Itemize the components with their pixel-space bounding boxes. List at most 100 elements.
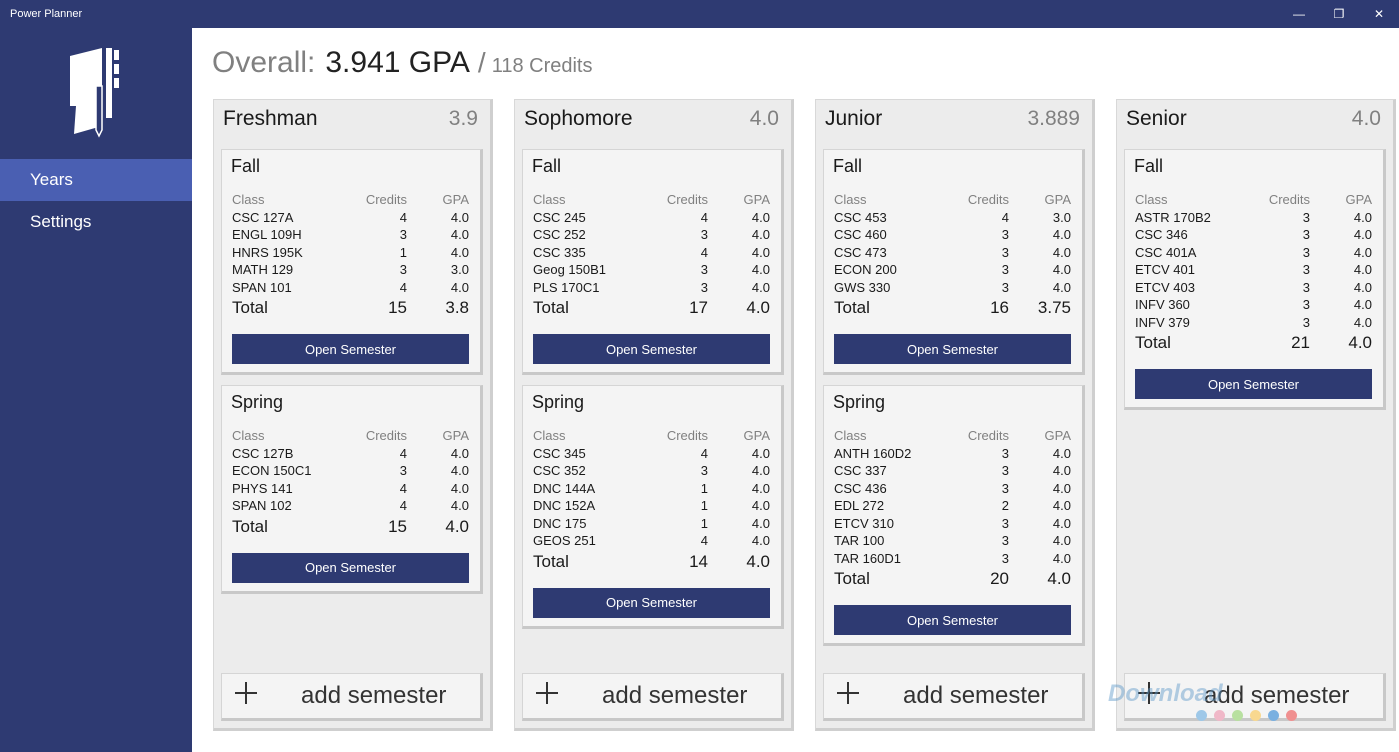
class-name: DNC 175 bbox=[533, 515, 587, 531]
overall-gpa: 3.941 GPA bbox=[325, 46, 470, 79]
class-gpa: 4.0 bbox=[751, 533, 770, 548]
class-credits: 3 bbox=[1001, 515, 1009, 531]
close-button[interactable]: ✕ bbox=[1373, 7, 1385, 21]
column-header-credits: Credits bbox=[967, 192, 1009, 207]
semester-name: Spring bbox=[231, 392, 284, 412]
add-semester-button[interactable]: add semester bbox=[221, 673, 483, 721]
open-semester-button[interactable]: Open Semester bbox=[232, 334, 469, 364]
table-row: ASTR 170B2 3 4.0 bbox=[1135, 210, 1372, 228]
total-gpa: 4.0 bbox=[746, 298, 770, 317]
table-row: ETCV 401 3 4.0 bbox=[1135, 262, 1372, 280]
open-semester-button[interactable]: Open Semester bbox=[533, 587, 770, 618]
table-row: GWS 330 3 4.0 bbox=[834, 280, 1071, 298]
sidebar-item-settings[interactable]: Settings bbox=[30, 212, 92, 231]
total-row: Total 16 3.75 bbox=[834, 298, 1071, 320]
class-name: ASTR 170B2 bbox=[1135, 209, 1211, 225]
semester-name: Fall bbox=[231, 156, 261, 176]
table-row: CSC 337 3 4.0 bbox=[834, 463, 1071, 481]
column-header-gpa: GPA bbox=[442, 192, 470, 207]
class-credits: 3 bbox=[1001, 463, 1009, 478]
table-row: CSC 401A 3 4.0 bbox=[1135, 245, 1372, 263]
year-column-senior: Senior 4.0 Fall Class Credits GPA ASTR 170B2 3 4… bbox=[1116, 99, 1396, 731]
class-name: HNRS 195K bbox=[232, 244, 303, 260]
class-credits: 3 bbox=[700, 262, 708, 277]
total-gpa: 4.0 bbox=[746, 551, 770, 571]
class-gpa: 4.0 bbox=[751, 498, 770, 513]
class-gpa: 4.0 bbox=[1353, 279, 1372, 295]
semester-card-spring: Spring Class Credits GPA ANTH 160D2 3 4.0 CSC 3… bbox=[823, 385, 1085, 646]
column-header-class: Class bbox=[834, 428, 867, 443]
window-controls: — ❐ ✕ bbox=[1279, 0, 1399, 28]
add-semester-button[interactable]: add semester bbox=[522, 673, 784, 721]
total-row: Total 21 4.0 bbox=[1135, 333, 1372, 355]
year-header: Freshman 3.9 bbox=[214, 100, 490, 140]
table-row: ECON 200 3 4.0 bbox=[834, 262, 1071, 280]
restore-button[interactable]: ❐ bbox=[1333, 7, 1345, 21]
minimize-button[interactable]: — bbox=[1293, 7, 1305, 21]
sidebar-item-years[interactable]: Years bbox=[0, 159, 192, 201]
table-header: Class Credits GPA bbox=[533, 192, 770, 210]
class-name: CSC 460 bbox=[834, 227, 887, 242]
class-gpa: 4.0 bbox=[751, 244, 770, 260]
semester-name: Fall bbox=[532, 156, 562, 176]
overall-separator: / bbox=[477, 47, 486, 78]
overall-label: Overall: bbox=[212, 46, 316, 79]
open-semester-button[interactable]: Open Semester bbox=[834, 605, 1071, 635]
total-label: Total bbox=[232, 298, 268, 317]
year-name: Junior bbox=[825, 107, 883, 130]
class-name: MATH 129 bbox=[232, 262, 294, 277]
class-name: DNC 144A bbox=[533, 480, 596, 496]
watermark-text: Download bbox=[1108, 680, 1223, 707]
class-name: INFV 360 bbox=[1135, 297, 1190, 312]
column-header-class: Class bbox=[1135, 192, 1168, 207]
class-name: CSC 436 bbox=[834, 480, 887, 496]
open-semester-button[interactable]: Open Semester bbox=[533, 334, 770, 364]
class-credits: 4 bbox=[399, 480, 407, 496]
column-header-class: Class bbox=[232, 192, 265, 207]
semester-card-fall: Fall Class Credits GPA CSC 245 4 4.0 CSC 252 3 4.… bbox=[522, 149, 784, 375]
open-semester-button[interactable]: Open Semester bbox=[834, 334, 1071, 364]
class-gpa: 4.0 bbox=[1052, 498, 1071, 513]
class-gpa: 4.0 bbox=[1052, 515, 1071, 531]
class-name: CSC 252 bbox=[533, 227, 586, 242]
table-row: CSC 127A 4 4.0 bbox=[232, 210, 469, 228]
semester-name: Fall bbox=[833, 156, 863, 176]
total-credits: 16 bbox=[990, 298, 1009, 317]
class-credits: 3 bbox=[1001, 244, 1009, 260]
class-gpa: 4.0 bbox=[1052, 550, 1071, 566]
column-header-gpa: GPA bbox=[743, 428, 771, 443]
table-row: INFV 360 3 4.0 bbox=[1135, 297, 1372, 315]
plus-icon bbox=[1138, 682, 1160, 704]
table-row: EDL 272 2 4.0 bbox=[834, 498, 1071, 516]
total-credits: 15 bbox=[388, 298, 407, 317]
class-name: ECON 200 bbox=[834, 262, 897, 277]
class-credits: 3 bbox=[1302, 227, 1310, 242]
open-semester-button[interactable]: Open Semester bbox=[1135, 369, 1372, 399]
table-row: PHYS 141 4 4.0 bbox=[232, 481, 469, 499]
total-gpa: 4.0 bbox=[445, 516, 469, 536]
class-gpa: 4.0 bbox=[1353, 209, 1372, 225]
class-gpa: 4.0 bbox=[751, 463, 770, 478]
class-gpa: 4.0 bbox=[1353, 297, 1372, 312]
watermark-dots bbox=[1196, 710, 1304, 721]
class-gpa: 4.0 bbox=[1052, 262, 1071, 277]
class-name: Geog 150B1 bbox=[533, 262, 607, 277]
semester-card-spring: Spring Class Credits GPA CSC 345 4 4.0 CSC 352 3… bbox=[522, 385, 784, 629]
class-gpa: 4.0 bbox=[751, 279, 770, 295]
year-gpa: 3.889 bbox=[1027, 107, 1080, 130]
overall-credits: 118 Credits bbox=[491, 55, 593, 77]
class-gpa: 4.0 bbox=[751, 445, 770, 461]
class-credits: 4 bbox=[399, 279, 407, 295]
app-title: Power Planner bbox=[10, 8, 83, 20]
class-gpa: 4.0 bbox=[751, 209, 770, 225]
year-gpa: 3.9 bbox=[448, 107, 478, 130]
class-credits: 3 bbox=[700, 463, 708, 478]
column-header-class: Class bbox=[232, 428, 265, 443]
table-row: CSC 460 3 4.0 bbox=[834, 227, 1071, 245]
add-semester-button[interactable]: add semester bbox=[823, 673, 1085, 721]
class-credits: 4 bbox=[700, 244, 708, 260]
class-credits: 4 bbox=[700, 209, 708, 225]
total-label: Total bbox=[834, 298, 870, 317]
total-gpa: 3.75 bbox=[1037, 298, 1071, 317]
open-semester-button[interactable]: Open Semester bbox=[232, 552, 469, 583]
